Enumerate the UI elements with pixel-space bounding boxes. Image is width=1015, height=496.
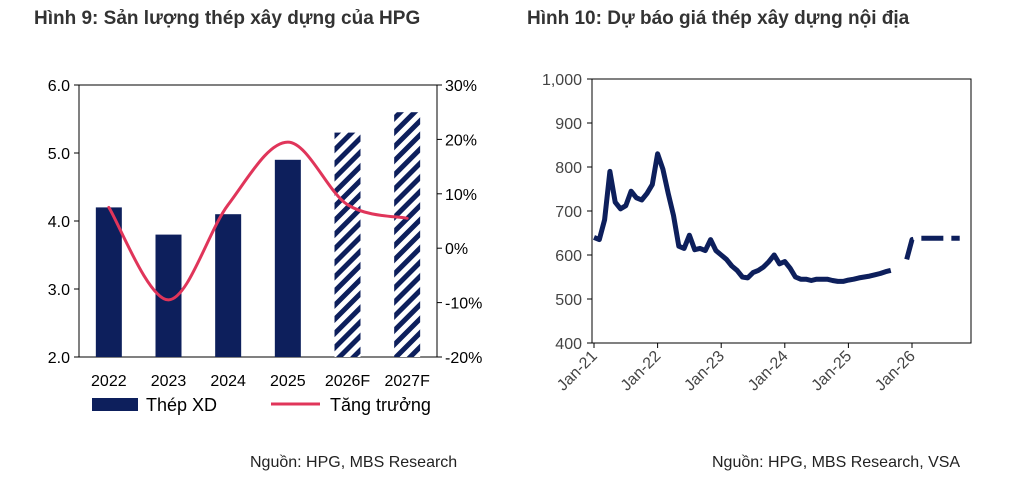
right-y-tick-label: 700 (555, 204, 582, 221)
right-x-tick-label: Jan-26 (872, 348, 919, 395)
legend-bar-label: Thép XD (146, 395, 217, 415)
price-line-forecast (904, 235, 960, 261)
left-y2-tick-label: -20% (445, 350, 482, 367)
left-plot-frame (78, 84, 438, 358)
right-chart: 400 500 600 700 800 900 1,000 Jan-21 Jan-22 Jan-2… (542, 72, 972, 395)
left-x-tick-label: 2027F (384, 373, 430, 390)
price-line-actual (593, 151, 892, 284)
bar-2026F (334, 132, 361, 357)
bar-2022 (95, 207, 122, 357)
left-y2-tick-label: 20% (445, 132, 477, 149)
right-chart-title: Hình 10: Dự báo giá thép xây dựng nội đị… (527, 8, 910, 29)
left-x-tick-label: 2024 (210, 373, 246, 390)
left-y2-tick-label: 10% (445, 187, 477, 204)
left-x-tick-label: 2025 (270, 373, 306, 390)
right-y-tick-label: 800 (555, 160, 582, 177)
left-chart: 2.0 3.0 4.0 5.0 6.0 -20% -10% 0% 10% 20% 30% 2022 20… (48, 78, 483, 415)
right-plot-frame (591, 78, 972, 344)
left-y-tick-label: 5.0 (48, 146, 70, 163)
left-y-tick-label: 2.0 (48, 350, 70, 367)
growth-line (107, 140, 409, 302)
left-chart-title: Hình 9: Sản lượng thép xây dựng của HPG (34, 8, 421, 29)
left-y-tick-label: 3.0 (48, 282, 70, 299)
left-y2-tick-label: 0% (445, 241, 468, 258)
bar-2024 (215, 214, 242, 357)
right-x-tick-label: Jan-22 (618, 348, 665, 395)
right-x-tick-label: Jan-21 (554, 348, 601, 395)
left-x-tick-label: 2023 (151, 373, 187, 390)
right-y-tick-label: 400 (555, 336, 582, 353)
right-x-tick-label: Jan-24 (745, 348, 792, 395)
right-y-tick-label: 500 (555, 292, 582, 309)
right-y-tick-label: 900 (555, 116, 582, 133)
bar-2025 (274, 159, 301, 357)
left-x-tick-label: 2022 (91, 373, 127, 390)
right-x-tick-label: Jan-23 (681, 348, 728, 395)
left-y-tick-label: 4.0 (48, 214, 70, 231)
left-y2-tick-label: -10% (445, 296, 482, 313)
legend-line-label: Tăng trưởng (330, 395, 431, 415)
left-x-tick-label: 2026F (325, 373, 371, 390)
bar-2027F (394, 112, 421, 357)
right-x-tick-label: Jan-25 (809, 348, 856, 395)
right-chart-source: Nguồn: HPG, MBS Research, VSA (712, 454, 961, 471)
left-y2-tick-label: 30% (445, 78, 477, 95)
right-y-tick-label: 1,000 (542, 72, 582, 89)
left-chart-source: Nguồn: HPG, MBS Research (250, 454, 458, 471)
right-y-tick-label: 600 (555, 248, 582, 265)
left-y-tick-label: 6.0 (48, 78, 70, 95)
legend-bar-swatch (92, 398, 138, 411)
